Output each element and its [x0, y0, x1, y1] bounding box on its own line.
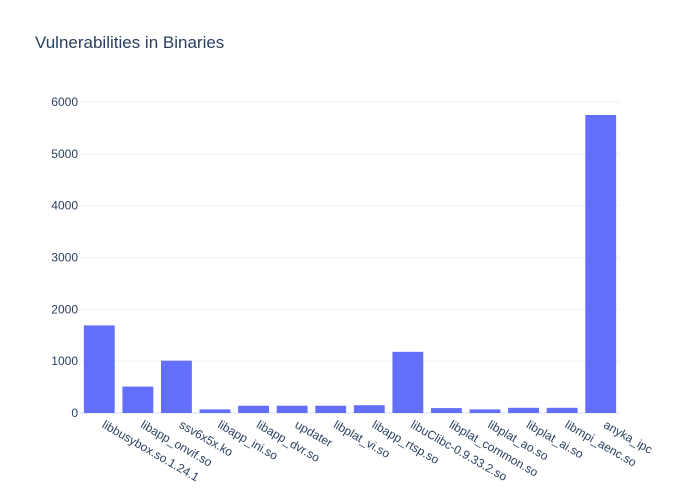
bar[interactable]: [199, 409, 231, 413]
y-tick-label: 6000: [51, 95, 78, 109]
bar[interactable]: [276, 405, 308, 413]
y-tick-label: 5000: [51, 147, 78, 161]
x-axis-ticks: libbusybox.so.1.24.1libapp_onvif.sossv6x…: [100, 417, 655, 484]
bar[interactable]: [546, 407, 578, 413]
y-tick-label: 2000: [51, 302, 78, 316]
bar[interactable]: [161, 360, 192, 413]
bar[interactable]: [238, 405, 269, 413]
bar[interactable]: [392, 351, 424, 413]
bar[interactable]: [315, 405, 347, 413]
bar[interactable]: [508, 407, 539, 413]
y-tick-label: 3000: [51, 251, 78, 265]
bar[interactable]: [83, 325, 115, 413]
chart-title: Vulnerabilities in Binaries: [35, 33, 225, 52]
bar[interactable]: [585, 114, 617, 413]
bar[interactable]: [353, 405, 385, 413]
y-tick-label: 1000: [51, 354, 78, 368]
y-tick-label: 4000: [51, 199, 78, 213]
bars: [83, 114, 617, 413]
bar[interactable]: [469, 409, 501, 413]
bar[interactable]: [122, 386, 154, 413]
bar[interactable]: [431, 408, 462, 413]
y-axis-ticks: 0 1000 2000 3000 4000 5000 6000: [51, 95, 78, 420]
y-tick-label: 0: [71, 406, 78, 420]
